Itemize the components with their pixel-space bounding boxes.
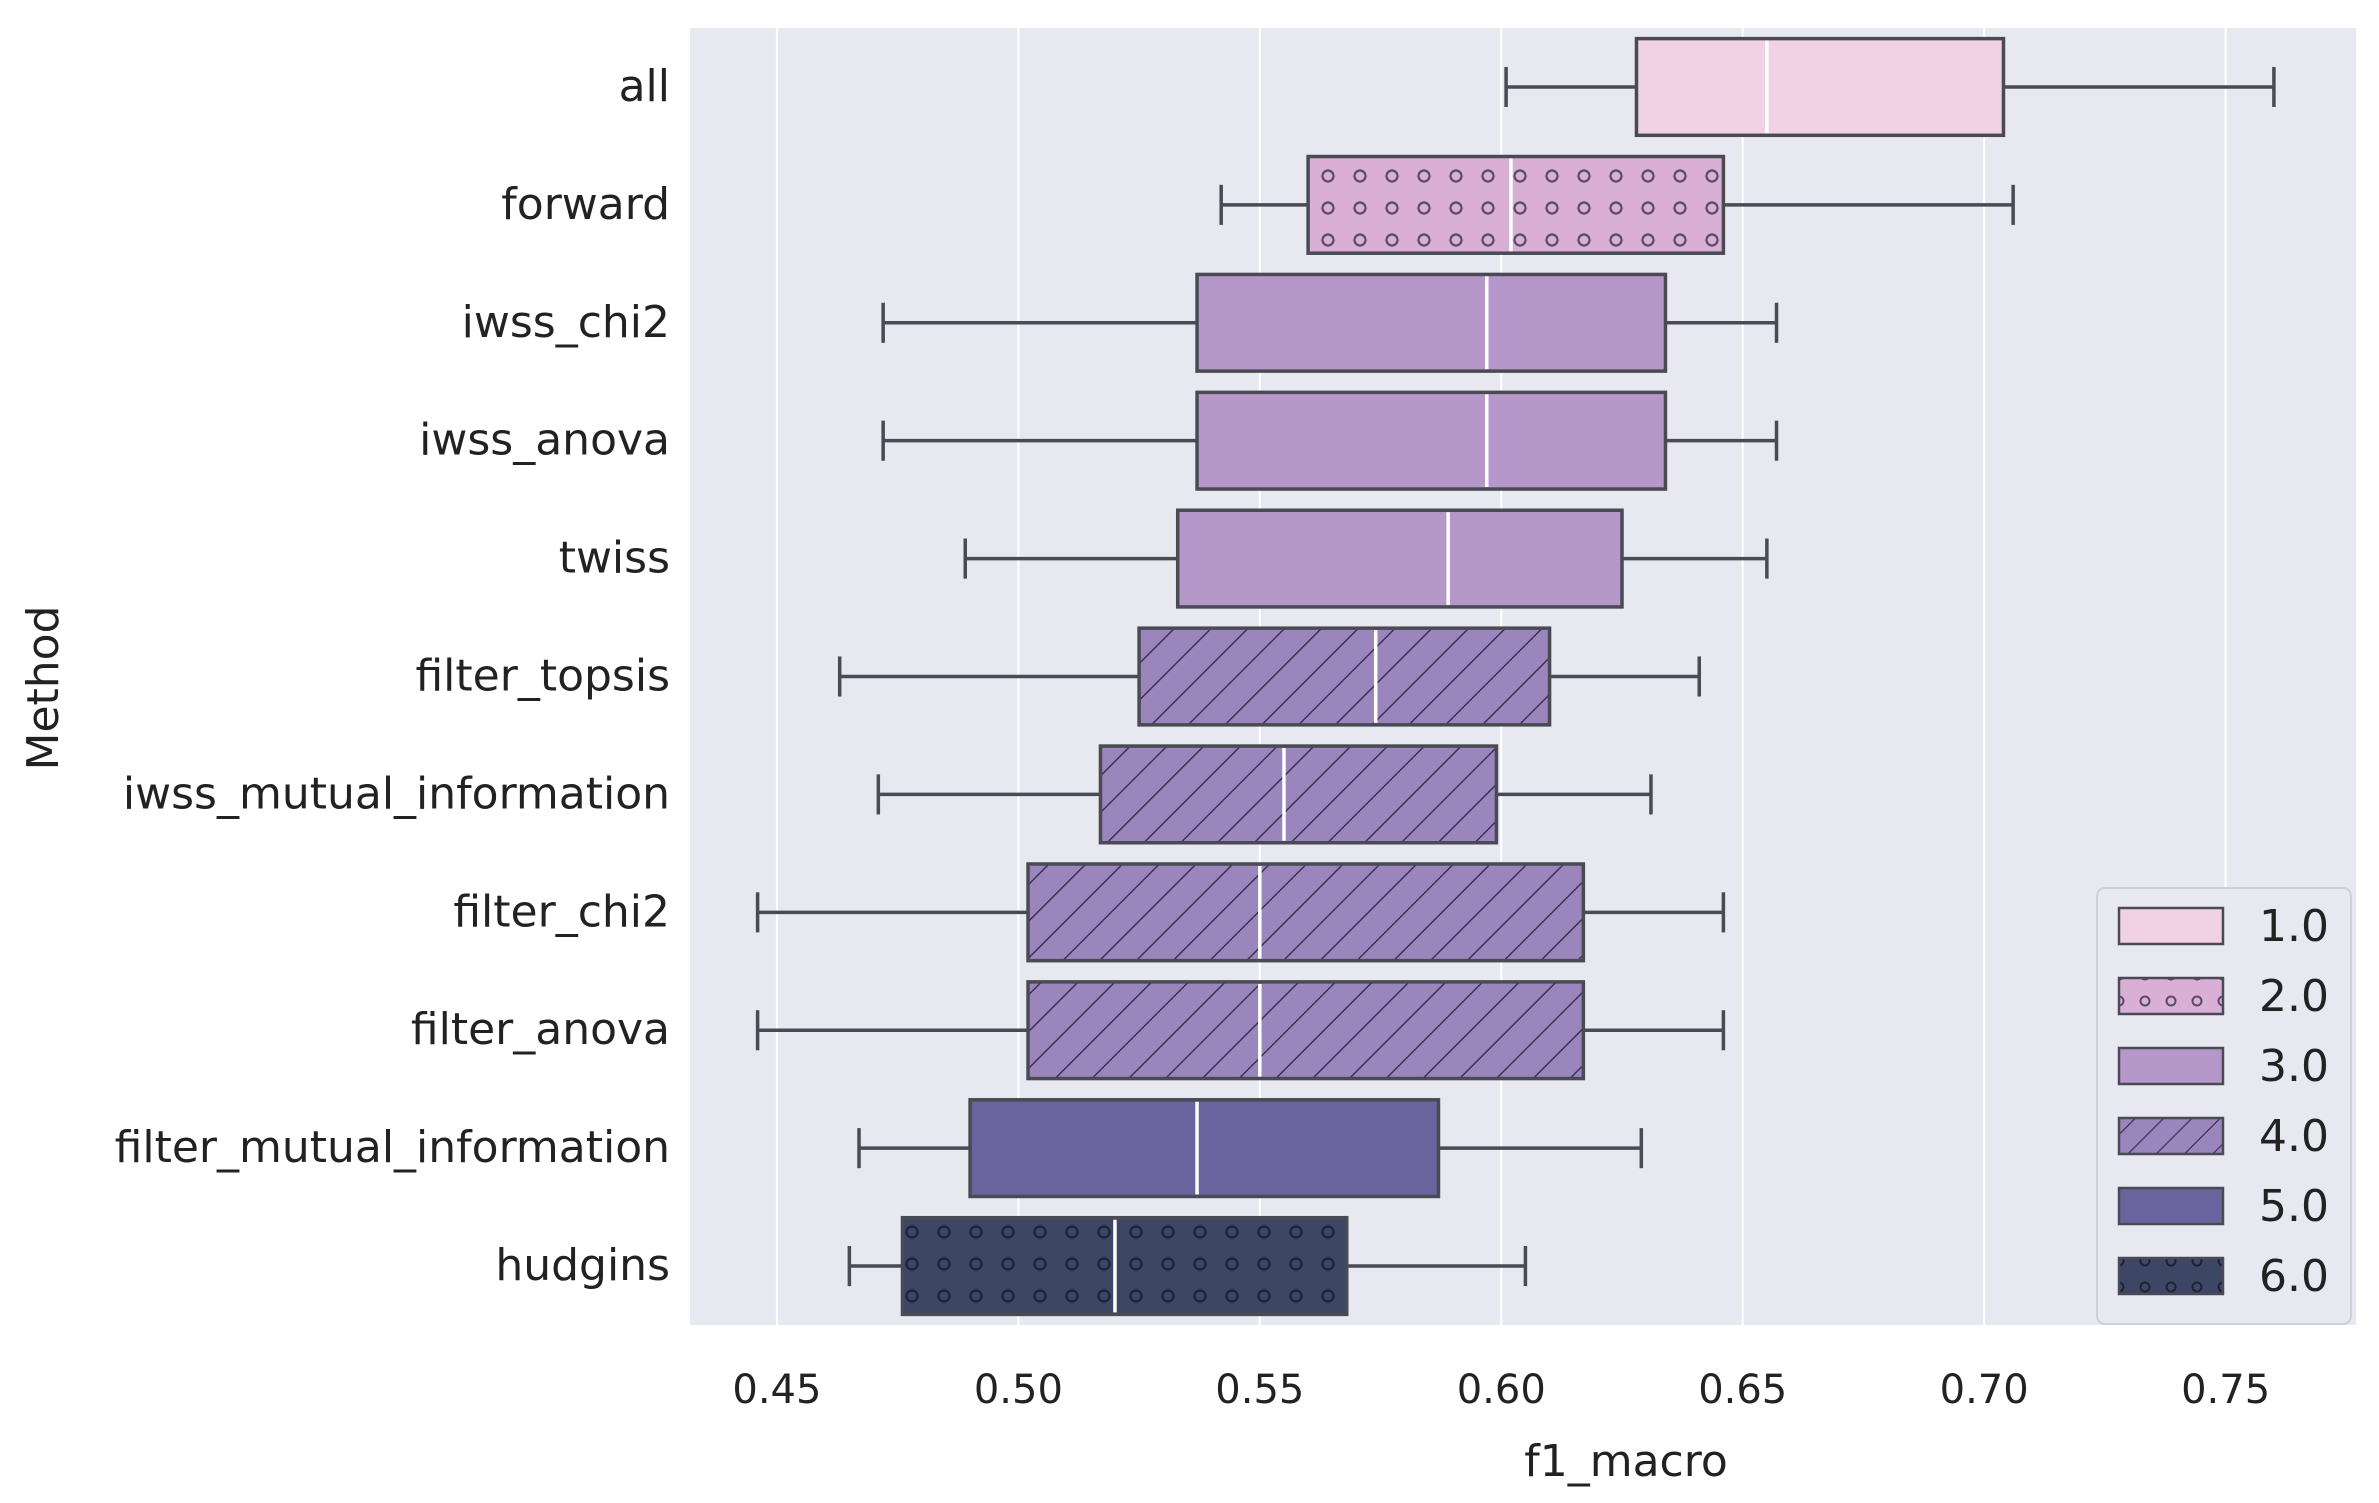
legend-label: 3.0 — [2259, 1041, 2329, 1092]
box-iwss_anova — [881, 390, 1779, 491]
box-iqr — [968, 1098, 1441, 1199]
legend-swatch — [2117, 1186, 2225, 1226]
legend-swatch — [2117, 1046, 2225, 1086]
box-filter_topsis — [837, 626, 1702, 727]
box-forward — [1219, 154, 2015, 255]
box-filter_chi2 — [755, 862, 1726, 963]
legend-label: 6.0 — [2259, 1251, 2329, 1302]
legend-entry: 4.0 — [2117, 1111, 2329, 1162]
legend: 1.0 2.0 3.0 4.0 5.0 6.0 — [2096, 887, 2352, 1325]
y-tick-label: filter_topsis — [415, 651, 670, 702]
y-axis-label: Method — [18, 605, 69, 770]
x-tick-label: 0.45 — [732, 1367, 821, 1413]
legend-swatch — [2117, 906, 2225, 946]
box-iqr — [1634, 36, 2006, 138]
box-iqr — [1098, 744, 1499, 845]
y-tick-label: forward — [501, 179, 670, 230]
box-iqr — [1175, 508, 1624, 609]
y-tick-label: filter_anova — [411, 1004, 670, 1055]
x-tick-label: 0.60 — [1457, 1367, 1546, 1413]
legend-label: 2.0 — [2259, 971, 2329, 1022]
legend-swatch — [2117, 1116, 2225, 1156]
box-iqr — [1026, 862, 1586, 963]
legend-entry: 6.0 — [2117, 1251, 2329, 1302]
x-tick-label: 0.65 — [1698, 1367, 1787, 1413]
y-tick-label: all — [619, 61, 670, 112]
box-all — [1504, 36, 2276, 138]
legend-entry: 5.0 — [2117, 1181, 2329, 1232]
legend-label: 4.0 — [2259, 1111, 2329, 1162]
box-iqr — [1195, 272, 1668, 373]
legend-label: 5.0 — [2259, 1181, 2329, 1232]
y-tick-label: iwss_anova — [419, 415, 670, 466]
box-filter_mutual_information — [857, 1098, 1644, 1199]
y-tick-label: hudgins — [495, 1240, 670, 1291]
box-iqr — [1026, 980, 1586, 1081]
box-iqr — [1137, 626, 1552, 727]
legend-entry: 1.0 — [2117, 901, 2329, 952]
box-iwss_chi2 — [881, 272, 1779, 373]
box-plots — [755, 36, 2276, 1317]
y-tick-label: iwss_mutual_information — [123, 768, 670, 819]
y-tick-label: filter_mutual_information — [115, 1122, 670, 1173]
box-twiss — [963, 508, 1769, 609]
x-tick-label: 0.55 — [1215, 1367, 1304, 1413]
x-tick-label: 0.70 — [1940, 1367, 2029, 1413]
x-tick-label: 0.50 — [974, 1367, 1063, 1413]
legend-entry: 2.0 — [2117, 971, 2329, 1022]
box-iqr — [1195, 390, 1668, 491]
box-filter_anova — [755, 980, 1726, 1081]
x-tick-label: 0.75 — [2181, 1367, 2270, 1413]
box-iqr — [900, 1215, 1349, 1317]
y-tick-label: twiss — [559, 533, 670, 584]
legend-label: 1.0 — [2259, 901, 2329, 952]
legend-swatch — [2117, 976, 2225, 1016]
box-hudgins — [847, 1215, 1528, 1317]
y-tick-label: iwss_chi2 — [462, 297, 670, 348]
x-tick-labels: 0.45 0.50 0.55 0.60 0.65 0.70 0.75 — [732, 1367, 2270, 1413]
legend-entry: 3.0 — [2117, 1041, 2329, 1092]
legend-swatch — [2117, 1256, 2225, 1296]
y-tick-label: filter_chi2 — [453, 886, 670, 937]
box-iwss_mutual_information — [876, 744, 1653, 845]
box-iqr — [1306, 154, 1726, 255]
x-axis-label: f1_macro — [1524, 1436, 1728, 1487]
